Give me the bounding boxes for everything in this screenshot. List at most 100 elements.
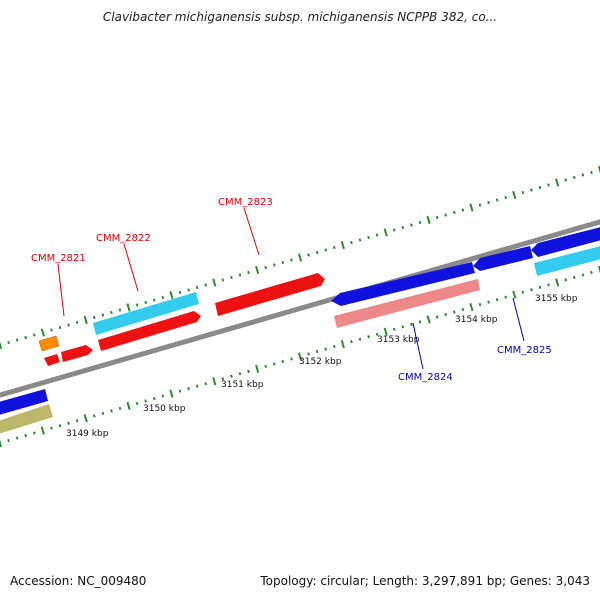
lower-track-minor-tick <box>307 352 310 356</box>
gene-label-cmm-2824[interactable]: CMM_2824 <box>398 372 453 383</box>
callout-line-cmm-2822 <box>123 243 139 292</box>
lower-track-major-tick <box>383 327 388 336</box>
upper-track-minor-tick <box>410 223 413 227</box>
upper-track-minor-tick <box>230 275 233 280</box>
lower-track-minor-tick <box>444 312 448 317</box>
lower-track-minor-tick <box>264 364 268 369</box>
upper-track-minor-tick <box>315 250 319 255</box>
gene-label-cmm-2825[interactable]: CMM_2825 <box>497 345 552 356</box>
upper-track-minor-tick <box>152 298 156 302</box>
gene-cmm-2824-arrow[interactable] <box>331 262 475 306</box>
upper-track-major-tick <box>383 228 388 237</box>
gene-label-cmm-2822[interactable]: CMM_2822 <box>96 233 151 244</box>
lower-track-major-tick <box>469 302 474 312</box>
lower-track-major-tick <box>83 414 88 423</box>
lower-track-minor-tick <box>332 344 336 349</box>
upper-track-minor-tick <box>204 283 208 287</box>
upper-track-minor-tick <box>101 313 105 317</box>
orange-feature[interactable] <box>38 335 60 352</box>
scale-label-3154: 3154 kbp <box>455 315 498 325</box>
upper-tick-track <box>0 165 600 350</box>
lower-track-minor-tick <box>375 332 379 336</box>
upper-track-minor-tick <box>418 220 422 225</box>
upper-track-minor-tick <box>247 270 250 275</box>
lower-track-minor-tick <box>504 295 508 299</box>
lower-track-major-tick <box>426 315 431 324</box>
upper-track-minor-tick <box>24 335 28 340</box>
scale-label-3150: 3150 kbp <box>143 404 186 414</box>
gene-label-cmm-2823[interactable]: CMM_2823 <box>218 197 273 208</box>
lower-track-minor-tick <box>272 362 276 366</box>
lower-track-minor-tick <box>478 302 482 307</box>
lower-track-minor-tick <box>538 285 542 289</box>
upper-track-minor-tick <box>590 170 593 175</box>
upper-track-minor-tick <box>178 290 182 295</box>
lower-track-major-tick <box>0 439 3 448</box>
upper-track-minor-tick <box>67 323 70 327</box>
genome-summary-text: Topology: circular; Length: 3,297,891 bp… <box>260 574 590 588</box>
lower-track-minor-tick <box>290 357 293 361</box>
upper-track-minor-tick <box>452 210 456 215</box>
upper-track-minor-tick <box>478 203 482 207</box>
gene-blue-arrow-3[interactable] <box>531 226 600 257</box>
lower-tick-track <box>0 265 600 448</box>
upper-track-minor-tick <box>307 253 310 257</box>
lower-track-minor-tick <box>461 307 465 312</box>
lower-track-minor-tick <box>110 409 113 413</box>
lower-track-minor-tick <box>92 414 96 418</box>
gene-cmm-2825-feature[interactable] <box>534 245 600 276</box>
upper-track-major-tick <box>469 203 474 212</box>
lower-track-minor-tick <box>238 372 242 376</box>
lower-track-minor-tick <box>530 288 533 292</box>
lower-track-minor-tick <box>564 278 568 282</box>
upper-track-minor-tick <box>564 178 568 182</box>
lower-track-minor-tick <box>281 359 285 364</box>
lower-track-minor-tick <box>101 411 105 415</box>
upper-track-major-tick <box>0 341 3 350</box>
gene-red-small-arrow[interactable] <box>61 345 93 362</box>
genome-backbone <box>0 219 600 398</box>
upper-track-minor-tick <box>530 188 533 192</box>
lower-track-minor-tick <box>521 290 525 294</box>
upper-track-minor-tick <box>32 333 36 337</box>
scale-label-3155: 3155 kbp <box>535 294 578 304</box>
lower-track-minor-tick <box>435 315 439 319</box>
gene-blue-arrow-2[interactable] <box>473 246 533 271</box>
gene-cmm-2824-pseudo[interactable] <box>334 279 480 328</box>
upper-track-minor-tick <box>375 233 379 237</box>
upper-track-major-tick <box>169 290 174 300</box>
lower-track-minor-tick <box>204 382 208 386</box>
upper-track-major-tick <box>426 215 431 225</box>
gene-olive-feature[interactable] <box>0 404 53 435</box>
lower-track-minor-tick <box>392 327 396 331</box>
lower-track-major-tick <box>169 389 174 398</box>
upper-track-major-tick <box>297 253 303 262</box>
upper-track-minor-tick <box>392 228 396 232</box>
lower-track-minor-tick <box>581 273 585 277</box>
lower-track-minor-tick <box>7 438 10 443</box>
lower-track-minor-tick <box>178 389 182 393</box>
gene-blue-left-arrow[interactable] <box>0 389 48 416</box>
upper-track-minor-tick <box>487 200 490 205</box>
gene-cmm-2822-arrow[interactable] <box>98 311 201 351</box>
callout-line-cmm-2821 <box>57 263 65 317</box>
upper-track-minor-tick <box>7 340 10 345</box>
lower-track-minor-tick <box>187 387 190 391</box>
lower-track-minor-tick <box>195 384 199 388</box>
lower-track-major-tick <box>126 401 131 411</box>
gene-cmm-2821-arrow[interactable] <box>44 354 60 366</box>
gene-features <box>0 226 600 435</box>
lower-track-major-tick <box>40 426 45 435</box>
gene-label-cmm-2821[interactable]: CMM_2821 <box>31 253 86 264</box>
map-title: Clavibacter michiganensis subsp. michiga… <box>102 10 498 24</box>
upper-track-minor-tick <box>547 183 550 187</box>
gene-cmm-2823-arrow[interactable] <box>215 273 325 316</box>
lower-track-minor-tick <box>247 369 250 373</box>
accession-text: Accession: NC_009480 <box>10 574 147 588</box>
lower-track-minor-tick <box>24 433 28 438</box>
lower-track-minor-tick <box>572 275 576 280</box>
lower-track-minor-tick <box>58 424 62 428</box>
lower-track-minor-tick <box>324 347 328 351</box>
gene-cmm-2822-feature[interactable] <box>93 292 199 335</box>
